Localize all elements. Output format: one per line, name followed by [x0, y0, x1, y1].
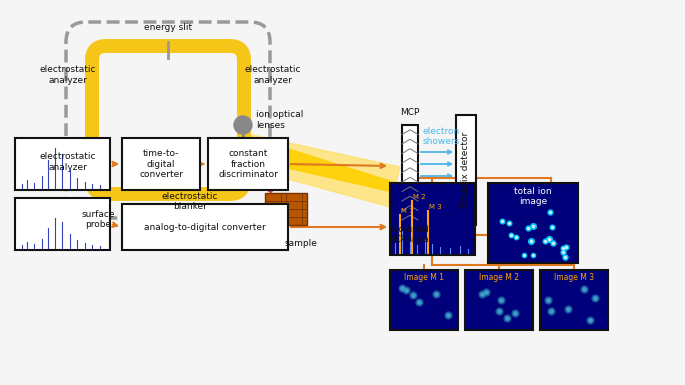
Text: sample: sample	[284, 239, 317, 248]
Text: time-to-
digital
converter: time-to- digital converter	[139, 149, 183, 179]
Text: M 3: M 3	[429, 204, 442, 210]
Text: Timepix detector: Timepix detector	[462, 131, 471, 209]
Text: decoupled
MCP signal: decoupled MCP signal	[389, 225, 431, 244]
Bar	[465, 270, 533, 330]
Text: energy slit: energy slit	[144, 23, 192, 32]
Bar	[390, 270, 458, 330]
Bar	[390, 183, 475, 255]
Text: M 2: M 2	[413, 194, 425, 200]
Text: MCP: MCP	[400, 108, 420, 117]
Bar	[122, 204, 288, 250]
Bar	[15, 138, 110, 190]
Polygon shape	[213, 141, 277, 193]
Polygon shape	[235, 134, 396, 192]
Text: Image M 3: Image M 3	[554, 273, 594, 282]
Bar	[208, 138, 288, 190]
Text: electrostatic
analyzer: electrostatic analyzer	[40, 65, 97, 85]
Text: Image M 1: Image M 1	[404, 273, 444, 282]
Polygon shape	[233, 134, 400, 207]
Bar	[265, 193, 307, 225]
Text: analog-to-digital converter: analog-to-digital converter	[144, 223, 266, 231]
Bar	[15, 198, 110, 250]
Bar	[402, 125, 418, 220]
Bar	[456, 115, 476, 225]
Text: constant
fraction
discriminator: constant fraction discriminator	[218, 149, 278, 179]
Text: total ion
image: total ion image	[514, 187, 552, 206]
Text: surface
probe: surface probe	[82, 210, 115, 229]
Text: ion optical
lenses: ion optical lenses	[256, 110, 303, 130]
Bar	[488, 183, 578, 263]
Text: electrostatic
analyzer: electrostatic analyzer	[40, 152, 97, 172]
Text: electrostatic
blanker: electrostatic blanker	[162, 192, 219, 211]
Circle shape	[234, 116, 252, 134]
Text: electrostatic
analyzer: electrostatic analyzer	[245, 65, 301, 85]
Text: electron
showers: electron showers	[423, 127, 460, 146]
Bar	[540, 270, 608, 330]
Text: M 1: M 1	[401, 208, 414, 214]
Text: Image M 2: Image M 2	[479, 273, 519, 282]
Bar	[122, 138, 200, 190]
